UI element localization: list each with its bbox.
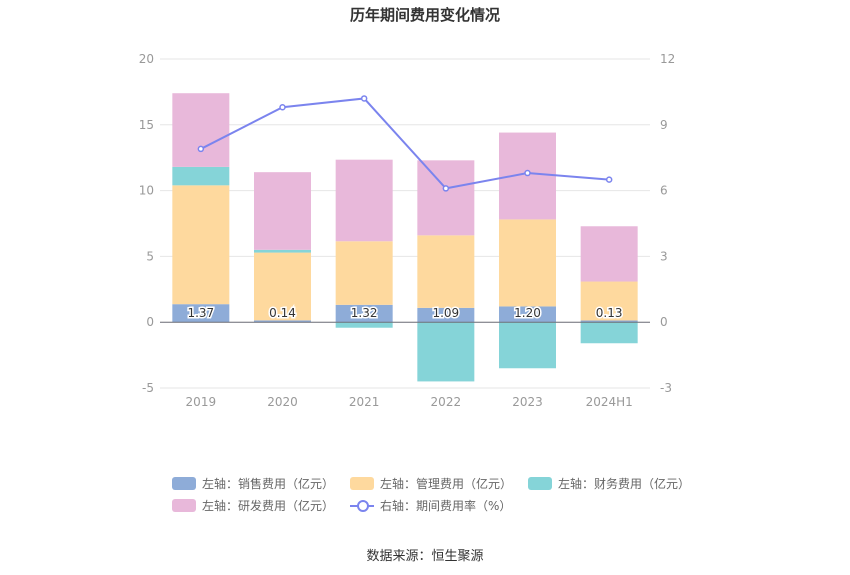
legend-swatch bbox=[172, 476, 196, 490]
bar-segment bbox=[499, 322, 556, 369]
right-axis-tick-label: 6 bbox=[660, 184, 668, 198]
bar-segment bbox=[254, 252, 311, 321]
rate-line-point bbox=[360, 95, 368, 102]
left-axis-tick-label: 0 bbox=[146, 315, 154, 329]
rate-line bbox=[200, 97, 610, 190]
bar-segment bbox=[172, 93, 230, 167]
right-axis-tick-label: 3 bbox=[660, 249, 668, 263]
legend-swatch bbox=[350, 476, 375, 490]
bar-segment bbox=[417, 235, 475, 308]
bar-segment bbox=[172, 304, 230, 323]
x-axis-tick-label: 2020 bbox=[267, 395, 298, 409]
legend-item[interactable]: 左轴：研发费用（亿元） bbox=[172, 497, 334, 514]
x-axis-tick-label: 2021 bbox=[349, 395, 380, 409]
rate-line-point bbox=[442, 185, 450, 192]
legend-label: 左轴：销售费用（亿元） bbox=[202, 476, 335, 491]
right-axis-tick-label: -3 bbox=[660, 381, 672, 395]
legend-swatch bbox=[528, 476, 553, 490]
legend-item[interactable]: 左轴：财务费用（亿元） bbox=[528, 475, 690, 492]
bar-data-label: 1.20 bbox=[514, 306, 541, 320]
data-source-note: 数据来源：恒生聚源 bbox=[366, 549, 484, 564]
bar-data-label: 1.32 bbox=[351, 306, 378, 320]
left-axis-tick-label: -5 bbox=[142, 381, 154, 395]
bar-segment bbox=[172, 185, 230, 305]
bar-segment bbox=[580, 322, 638, 344]
bar-segment bbox=[335, 304, 393, 323]
legend-swatch bbox=[350, 499, 375, 512]
x-axis-tick-label: 2023 bbox=[512, 395, 543, 409]
chart-legend: 左轴：销售费用（亿元） 左轴：管理费用（亿元） 左轴：财务费用（亿元） 左轴：研发费… bbox=[172, 472, 692, 516]
left-axis-tick-label: 10 bbox=[139, 184, 154, 198]
legend-item[interactable]: 左轴：管理费用（亿元） bbox=[350, 475, 512, 492]
right-axis-tick-label: 0 bbox=[660, 315, 668, 329]
bar-segment bbox=[335, 159, 393, 242]
bar-data-label: 0.13 bbox=[596, 306, 623, 320]
bar-segment bbox=[172, 166, 230, 186]
right-axis-tick-label: 9 bbox=[660, 118, 668, 132]
legend-item[interactable]: 右轴：期间费用率（%） bbox=[350, 497, 511, 514]
bar-segment bbox=[499, 219, 556, 307]
bar-data-label: 0.14 bbox=[269, 306, 296, 320]
legend-row: 左轴：销售费用（亿元） 左轴：管理费用（亿元） 左轴：财务费用（亿元） bbox=[172, 472, 692, 494]
legend-row: 左轴：研发费用（亿元） 右轴：期间费用率（%） bbox=[172, 494, 692, 516]
left-axis-tick-label: 20 bbox=[139, 52, 154, 66]
bar-segment bbox=[335, 322, 393, 328]
legend-label: 左轴：财务费用（亿元） bbox=[558, 476, 691, 491]
left-axis-tick-label: 15 bbox=[139, 118, 154, 132]
bar-segment bbox=[417, 307, 475, 323]
bar-segment bbox=[580, 320, 638, 323]
legend-label: 右轴：期间费用率（%） bbox=[380, 498, 512, 513]
legend-label: 左轴：研发费用（亿元） bbox=[202, 498, 335, 513]
right-axis-tick-label: 12 bbox=[660, 52, 675, 66]
bar-segment bbox=[417, 322, 475, 382]
rate-line-point bbox=[279, 104, 286, 111]
legend-item[interactable]: 左轴：销售费用（亿元） bbox=[172, 475, 334, 492]
x-axis-tick-label: 2022 bbox=[431, 395, 462, 409]
bar-segment bbox=[254, 172, 311, 250]
bar-segment bbox=[580, 281, 638, 321]
legend-label: 左轴：管理费用（亿元） bbox=[380, 476, 513, 491]
legend-swatch bbox=[172, 498, 196, 512]
bar-segment bbox=[335, 241, 393, 305]
bar-segment bbox=[499, 306, 556, 323]
chart-canvas: -5 0 5 10 15 20 -3 0 3 6 9 12 2019 2020 2021 2022 2023 20… bbox=[139, 52, 676, 409]
rate-line-point bbox=[524, 169, 531, 177]
bar-segment bbox=[580, 226, 638, 282]
bar-segment bbox=[254, 249, 311, 253]
left-axis-tick-label: 5 bbox=[146, 249, 154, 263]
rate-line-point bbox=[197, 145, 205, 153]
bar-data-label: 1.37 bbox=[187, 306, 214, 320]
x-axis-tick-label: 2024H1 bbox=[586, 395, 633, 409]
bar-segment bbox=[254, 320, 311, 323]
rate-line-point bbox=[605, 176, 613, 183]
x-axis-tick-label: 2019 bbox=[186, 395, 217, 409]
chart-title: 历年期间费用变化情况 bbox=[349, 6, 500, 24]
bar-segment bbox=[417, 160, 475, 236]
bar-data-label: 1.09 bbox=[432, 306, 459, 320]
